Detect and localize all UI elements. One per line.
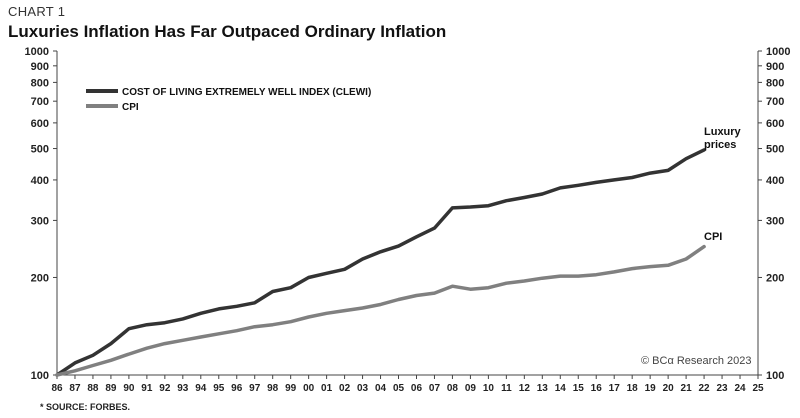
x-tick-label: 04: [375, 383, 387, 394]
x-tick-label: 22: [699, 383, 711, 394]
x-tick-label: 89: [105, 383, 117, 394]
x-tick-label: 07: [429, 383, 441, 394]
x-tick-label: 06: [411, 383, 423, 394]
y-tick-label-right: 300: [766, 215, 784, 227]
legend: COST OF LIVING EXTREMELY WELL INDEX (CLE…: [86, 87, 371, 113]
x-tick-label: 93: [177, 383, 189, 394]
y-tick-label-left: 300: [31, 215, 49, 227]
x-tick-label: 14: [555, 383, 567, 394]
x-tick-label: 20: [663, 383, 675, 394]
annotation-cpi: CPI: [704, 231, 722, 243]
x-tick-label: 08: [447, 383, 459, 394]
annotation-luxury: Luxury: [704, 126, 742, 138]
y-tick-label-left: 100: [31, 370, 49, 382]
y-tick-label-left: 800: [31, 77, 49, 89]
y-tick-label-left: 1000: [25, 46, 49, 58]
y-tick-label-right: 100: [766, 370, 784, 382]
y-tick-label-right: 800: [766, 77, 784, 89]
x-tick-label: 98: [267, 383, 279, 394]
x-tick-label: 88: [87, 383, 99, 394]
y-tick-label-right: 200: [766, 272, 784, 284]
legend-label-clewi: COST OF LIVING EXTREMELY WELL INDEX (CLE…: [122, 87, 371, 98]
x-tick-label: 09: [465, 383, 477, 394]
x-tick-label: 24: [734, 383, 746, 394]
y-tick-label-right: 900: [766, 61, 784, 73]
x-tick-label: 90: [123, 383, 135, 394]
y-tick-label-left: 900: [31, 61, 49, 73]
source-footnote: * SOURCE: FORBES.: [40, 402, 131, 412]
x-tick-label: 12: [519, 383, 531, 394]
x-tick-label: 95: [213, 383, 225, 394]
x-tick-label: 18: [627, 383, 639, 394]
annotation-prices: prices: [704, 139, 736, 151]
x-tick-label: 15: [573, 383, 585, 394]
x-tick-label: 19: [645, 383, 657, 394]
x-tick-label: 92: [159, 383, 171, 394]
watermark: © BCα Research 2023: [641, 355, 751, 367]
y-tick-label-left: 600: [31, 118, 49, 130]
y-tick-label-right: 1000: [766, 46, 790, 58]
x-tick-label: 10: [483, 383, 495, 394]
y-tick-label-left: 500: [31, 144, 49, 156]
x-tick-label: 86: [51, 383, 63, 394]
x-tick-label: 01: [321, 383, 333, 394]
y-tick-label-right: 600: [766, 118, 784, 130]
x-tick-label: 02: [339, 383, 351, 394]
x-tick-label: 13: [537, 383, 549, 394]
y-tick-label-left: 200: [31, 272, 49, 284]
chart-title: Luxuries Inflation Has Far Outpaced Ordi…: [8, 22, 447, 41]
y-tick-label-right: 700: [766, 96, 784, 108]
x-tick-label: 00: [303, 383, 315, 394]
series-line-clewi: [55, 148, 706, 377]
series-line-cpi: [55, 244, 706, 377]
x-tick-label: 16: [591, 383, 603, 394]
y-tick-label-right: 400: [766, 175, 784, 187]
legend-label-cpi: CPI: [122, 102, 139, 113]
x-tick-label: 94: [195, 383, 207, 394]
y-tick-label-right: 500: [766, 144, 784, 156]
x-tick-label: 25: [752, 383, 764, 394]
chart-number: CHART 1: [8, 4, 66, 19]
x-tick-label: 87: [69, 383, 81, 394]
x-tick-label: 23: [716, 383, 728, 394]
x-tick-label: 97: [249, 383, 261, 394]
x-tick-label: 91: [141, 383, 153, 394]
x-tick-label: 05: [393, 383, 405, 394]
y-tick-label-left: 700: [31, 96, 49, 108]
x-tick-label: 99: [285, 383, 297, 394]
x-tick-label: 11: [501, 383, 512, 394]
x-tick-label: 03: [357, 383, 369, 394]
x-tick-label: 96: [231, 383, 243, 394]
x-tick-label: 21: [681, 383, 693, 394]
y-tick-label-left: 400: [31, 175, 49, 187]
x-tick-label: 17: [609, 383, 621, 394]
